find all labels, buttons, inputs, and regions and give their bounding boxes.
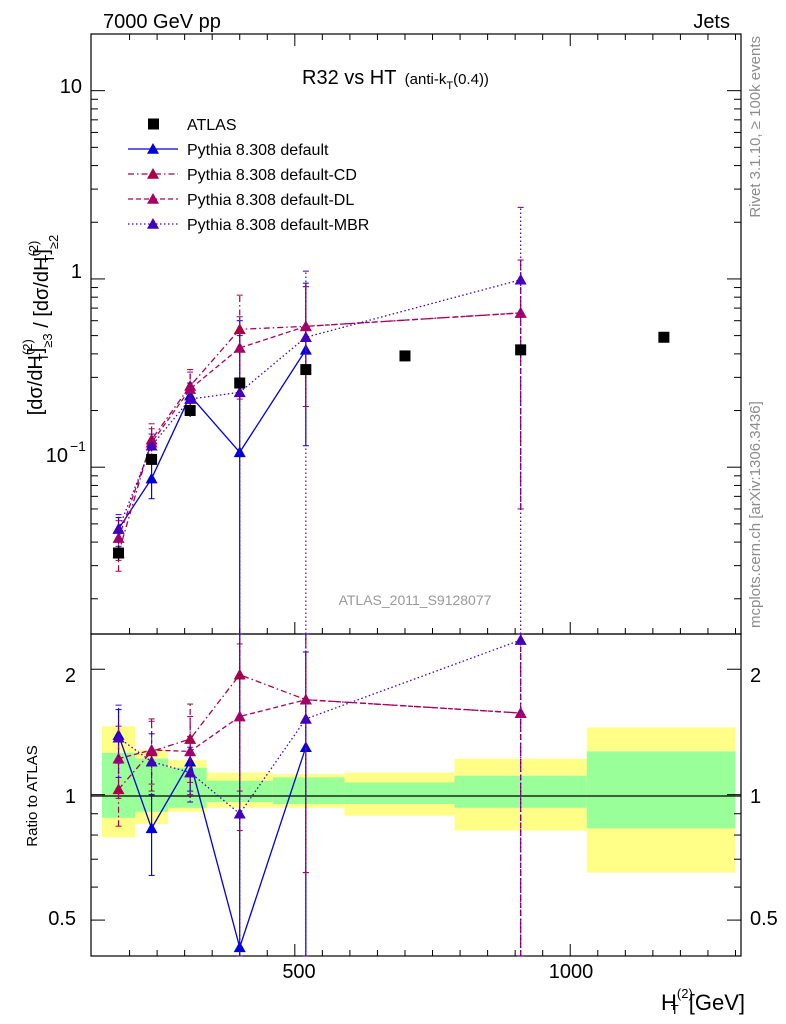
ratio-pythia-8-308-default-mbr-point-3 bbox=[233, 807, 246, 819]
ratio-uncertainty-bands bbox=[102, 726, 736, 873]
y-axis-label-ratio: Ratio to ATLAS bbox=[24, 745, 41, 846]
legend-label-default-mbr: Pythia 8.308 default-MBR bbox=[187, 217, 369, 234]
main-atlas-point-2 bbox=[184, 405, 196, 417]
legend-marker-pythia-8-308-default bbox=[147, 143, 159, 154]
main-atlas-point-4 bbox=[300, 364, 312, 376]
ratio-pythia-8-308-default-mbr-point-2 bbox=[184, 766, 197, 778]
ratio-plot-data bbox=[112, 633, 527, 957]
category-label: Jets bbox=[693, 11, 730, 33]
process-label: 7000 GeV pp bbox=[103, 11, 221, 33]
main-pythia-8-308-default-dl-point-5 bbox=[514, 306, 527, 318]
main-atlas-point-7 bbox=[658, 331, 670, 343]
y-tick-0-1-exp: −1 bbox=[70, 438, 86, 454]
green-band-5 bbox=[344, 782, 455, 804]
ratio-tick-1-right: 1 bbox=[750, 786, 761, 808]
ratio-pythia-8-308-default-mbr-point-5 bbox=[514, 634, 527, 645]
main-atlas-point-6 bbox=[515, 344, 527, 356]
legend-marker-pythia-8-308-default-cd bbox=[147, 168, 159, 179]
main-pythia-8-308-default-mbr-point-3 bbox=[233, 386, 246, 398]
main-pythia-8-308-default-cd-point-3 bbox=[233, 323, 246, 335]
main-pythia-8-308-default-point-3 bbox=[233, 446, 246, 458]
ratio-tick-2-left: 2 bbox=[65, 665, 76, 687]
green-band-4 bbox=[272, 777, 345, 804]
main-pythia-8-308-default-cd-line bbox=[117, 312, 521, 554]
x-tick-1000: 1000 bbox=[549, 961, 594, 983]
x-axis-label: H(2) T [GeV] bbox=[661, 986, 745, 1017]
axis-ticks bbox=[91, 33, 741, 956]
main-atlas-point-5 bbox=[399, 350, 411, 362]
ratio-pythia-8-308-default-mbr-point-0 bbox=[112, 731, 125, 743]
plot-title: R32 vs HT (anti-kT(0.4)) bbox=[302, 67, 489, 92]
main-pythia-8-308-default-mbr-point-0 bbox=[112, 522, 125, 534]
ratio-pythia-8-308-default-dl-line bbox=[118, 699, 521, 760]
ratio-pythia-8-308-default-mbr-point-4 bbox=[299, 712, 312, 724]
green-band-7 bbox=[586, 751, 736, 829]
y-tick-0-1: 10 bbox=[46, 445, 68, 467]
x-tick-500: 500 bbox=[282, 961, 315, 983]
main-pythia-8-308-default-dl-point-3 bbox=[233, 341, 246, 353]
main-atlas-point-3 bbox=[234, 377, 246, 389]
analysis-label: ATLAS_2011_S9128077 bbox=[339, 592, 492, 608]
svg-text:[dσ/dH(2)T]≥3 / [dσ/dH(2)T]≥2: [dσ/dH(2)T]≥3 / [dσ/dH(2)T]≥2 bbox=[20, 235, 61, 416]
main-pythia-8-308-default-line bbox=[117, 349, 307, 530]
main-atlas-point-1 bbox=[146, 453, 158, 465]
legend-label-default: Pythia 8.308 default bbox=[187, 142, 329, 159]
ratio-pythia-8-308-default-mbr-point-1 bbox=[145, 755, 158, 767]
ratio-tick-0-5-left: 0.5 bbox=[48, 908, 76, 930]
ratio-tick-2-right: 2 bbox=[750, 665, 761, 687]
ratio-pythia-8-308-default-dl-point-5 bbox=[514, 707, 527, 718]
ratio-tick-1-left: 1 bbox=[65, 786, 76, 808]
main-pythia-8-308-default-point-1 bbox=[145, 472, 158, 484]
ratio-pythia-8-308-default-dl-point-2 bbox=[184, 745, 197, 757]
y-tick-1: 1 bbox=[71, 261, 82, 283]
ratio-tick-0-5-right: 0.5 bbox=[750, 908, 778, 930]
legend-label-default-dl: Pythia 8.308 default-DL bbox=[187, 192, 354, 209]
mcplots-label: mcplots.cern.ch [arXiv:1306.3436] bbox=[747, 401, 764, 628]
main-plot-data bbox=[112, 206, 670, 635]
rivet-label: Rivet 3.1.10, ≥ 100k events bbox=[747, 36, 764, 218]
main-pythia-8-308-default-mbr-point-1 bbox=[145, 439, 158, 451]
ratio-pythia-8-308-default-point-1 bbox=[145, 822, 158, 834]
legend-marker-pythia-8-308-default-dl bbox=[147, 193, 159, 204]
main-pythia-8-308-default-mbr-point-4 bbox=[299, 331, 312, 343]
main-pythia-8-308-default-mbr-point-2 bbox=[184, 393, 197, 404]
legend-marker-pythia-8-308-default-mbr bbox=[147, 218, 159, 229]
y-axis-label-main: [dσ/dH(2)T]≥3 / [dσ/dH(2)T]≥2 bbox=[20, 235, 61, 416]
y-tick-10: 10 bbox=[60, 76, 82, 98]
legend: ATLAS Pythia 8.308 default Pythia 8.308 … bbox=[128, 117, 369, 234]
ratio-pythia-8-308-default-mbr-line bbox=[118, 639, 521, 815]
ratio-pythia-8-308-default-cd-line bbox=[118, 673, 521, 790]
legend-label-default-cd: Pythia 8.308 default-CD bbox=[187, 167, 357, 184]
ratio-pythia-8-308-default-dl-point-0 bbox=[112, 752, 125, 764]
legend-marker-atlas bbox=[148, 118, 159, 130]
legend-label-atlas: ATLAS bbox=[187, 117, 237, 134]
main-pythia-8-308-default-dl-line bbox=[117, 312, 521, 539]
main-pythia-8-308-default-mbr-point-5 bbox=[514, 273, 527, 285]
main-atlas-point-0 bbox=[113, 547, 125, 559]
main-pythia-8-308-default-dl-point-2 bbox=[184, 383, 197, 394]
